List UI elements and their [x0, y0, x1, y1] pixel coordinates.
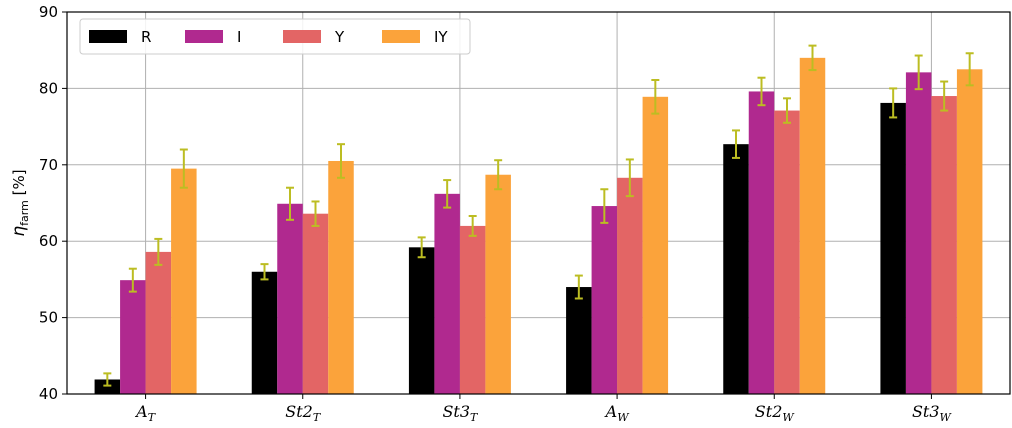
error-bar-i-5	[914, 54, 923, 91]
error-bar-iy-5	[965, 52, 974, 87]
bar-iy-2	[485, 174, 511, 394]
y-tick-label: 70	[39, 156, 58, 174]
bar-i-5	[905, 72, 932, 394]
legend-swatch-i	[185, 30, 223, 43]
bar-r-1	[251, 271, 278, 394]
y-tick-label: 40	[39, 385, 58, 403]
error-bar-iy-3	[651, 78, 660, 115]
error-bar-i-1	[286, 186, 294, 221]
error-bar-y-3	[625, 158, 634, 198]
bar-y-5	[931, 96, 957, 394]
bar-i-4	[748, 91, 775, 395]
error-bar-r-4	[732, 129, 740, 159]
error-bar-i-3	[600, 188, 609, 224]
legend-label-i: I	[237, 28, 241, 46]
error-bar-i-0	[128, 267, 137, 293]
y-tick-label: 80	[39, 79, 58, 97]
x-tick-label: St2W	[755, 402, 796, 424]
error-bar-y-2	[468, 214, 477, 237]
bars	[94, 57, 983, 395]
y-axis-label: ηfarm [%]	[9, 169, 31, 236]
error-bar-i-4	[757, 76, 766, 107]
legend-label-y: Y	[334, 28, 345, 46]
x-tick-label: AW	[604, 402, 631, 424]
bar-r-4	[723, 144, 749, 394]
bar-y-0	[145, 251, 172, 394]
error-bar-iy-0	[179, 148, 188, 189]
bar-y-3	[617, 177, 643, 394]
bar-iy-1	[328, 160, 354, 394]
error-bar-y-0	[154, 237, 163, 266]
bar-iy-4	[799, 57, 826, 395]
error-bar-iy-2	[494, 159, 503, 191]
axes: 40 50 60 70 80 90 AT St2T St3T AW St2W St3W	[39, 3, 953, 424]
bar-y-4	[774, 110, 800, 394]
x-tick-label: AT	[134, 402, 157, 424]
bar-i-0	[120, 280, 146, 394]
plot-frame	[66, 11, 1011, 395]
legend-swatch-r	[89, 30, 127, 43]
error-bar-r-1	[260, 263, 269, 281]
bar-iy-3	[642, 96, 669, 394]
legend-swatch-y	[283, 30, 321, 43]
bar-i-3	[591, 206, 618, 394]
bar-r-5	[880, 102, 906, 394]
grid-lines	[67, 11, 1010, 395]
error-bar-iy-1	[337, 143, 345, 179]
error-bar-r-0	[103, 372, 112, 387]
bar-iy-5	[956, 69, 983, 395]
error-bar-i-2	[443, 179, 452, 209]
bar-i-2	[434, 193, 460, 394]
error-bar-y-1	[311, 200, 320, 227]
bar-y-2	[459, 225, 486, 394]
legend: R I Y IY	[79, 18, 471, 55]
x-tick-label: St2T	[285, 402, 322, 424]
bar-i-1	[277, 203, 303, 394]
y-tick-label: 50	[39, 309, 58, 327]
error-bar-iy-4	[808, 44, 817, 72]
y-tick-label: 90	[39, 3, 58, 21]
legend-label-iy: IY	[434, 28, 448, 46]
bar-r-2	[408, 247, 435, 394]
error-bar-r-2	[417, 236, 426, 259]
legend-box	[79, 18, 471, 55]
y-axis-label-sub: farm	[18, 200, 31, 226]
y-tick-label: 60	[39, 232, 58, 250]
legend-swatch-iy	[382, 30, 420, 43]
legend-label-r: R	[141, 28, 151, 46]
bar-r-3	[566, 287, 592, 394]
error-bar-y-4	[783, 97, 791, 124]
x-tick-label: St3W	[912, 402, 953, 424]
error-bar-y-5	[940, 80, 949, 112]
bar-y-1	[302, 213, 329, 394]
x-tick-label: St3T	[442, 402, 479, 424]
y-axis-label-unit: [%]	[10, 169, 28, 200]
bar-iy-0	[171, 168, 197, 394]
error-bars	[103, 44, 974, 387]
error-bar-r-5	[889, 87, 898, 119]
error-bar-r-3	[574, 274, 583, 300]
y-axis-label-symbol: η	[9, 226, 29, 237]
bar-r-0	[94, 379, 121, 394]
